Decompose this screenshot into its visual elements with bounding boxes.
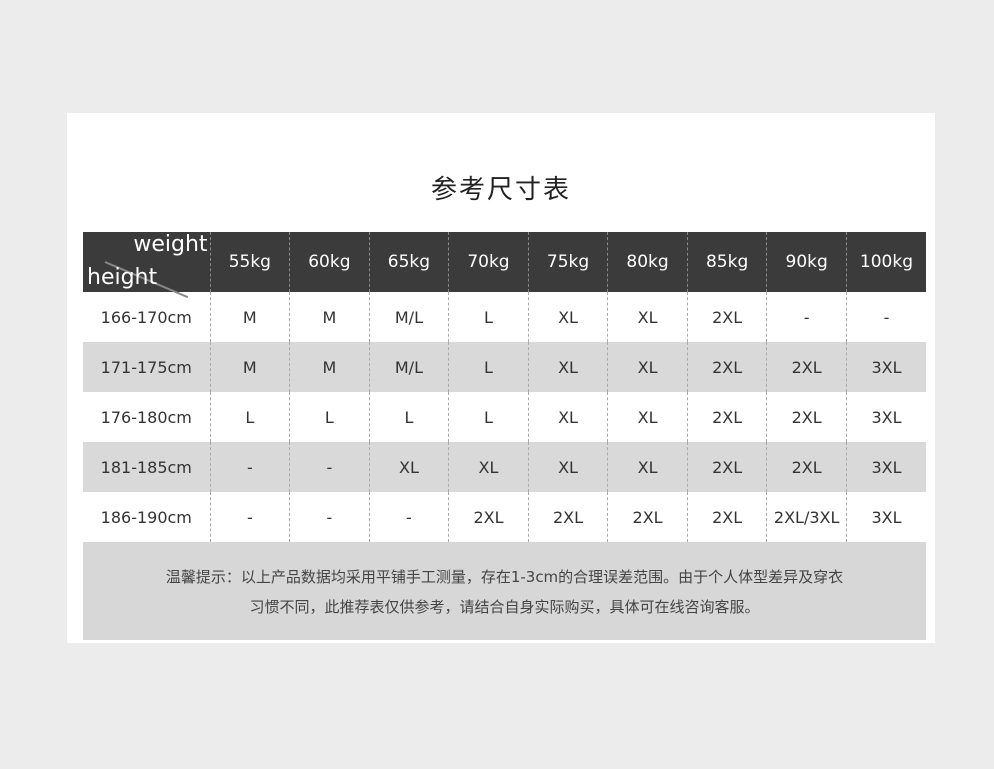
size-cell: XL <box>448 442 529 492</box>
weight-header: 100kg <box>845 232 926 292</box>
height-cell: 171-175cm <box>100 357 192 377</box>
weight-header: 55kg <box>209 232 290 292</box>
weight-header: 60kg <box>289 232 370 292</box>
size-cell: 2XL <box>686 492 767 542</box>
size-cell: 3XL <box>845 492 926 542</box>
corner-cell: weight height <box>83 232 210 299</box>
size-cell: XL <box>607 442 688 492</box>
size-cell: L <box>368 392 449 442</box>
weight-header: 90kg <box>766 232 847 292</box>
size-cell: 2XL <box>686 392 767 442</box>
weight-label: weight <box>133 232 208 257</box>
size-cell: 3XL <box>845 392 926 442</box>
size-cell: XL <box>527 342 608 392</box>
size-cell: M/L <box>368 342 449 392</box>
height-cell: 166-170cm <box>100 307 192 327</box>
size-cell: 2XL <box>686 292 767 342</box>
height-cell: 181-185cm <box>100 457 192 477</box>
size-cell: 2XL <box>766 442 847 492</box>
weight-header: 85kg <box>686 232 767 292</box>
height-cell: 176-180cm <box>100 407 192 427</box>
size-cell: 2XL <box>686 342 767 392</box>
size-cell: - <box>368 492 449 542</box>
size-cell: L <box>448 342 529 392</box>
notice-line-1: 温馨提示：以上产品数据均采用平铺手工测量，存在1-3cm的合理误差范围。由于个人… <box>165 568 844 586</box>
size-cell: L <box>448 392 529 442</box>
header-row: weight height 55kg 60kg 65kg 70kg 75kg 80kg 85… <box>83 232 926 299</box>
size-cell: 2XL <box>527 492 608 542</box>
size-cell: XL <box>527 442 608 492</box>
weight-header: 80kg <box>607 232 688 292</box>
weight-header: 70kg <box>448 232 529 292</box>
height-cell: 186-190cm <box>100 507 192 527</box>
size-cell: 2XL <box>766 342 847 392</box>
size-cell: - <box>289 492 370 542</box>
notice-line-2: 习惯不同，此推荐表仅供参考，请结合自身实际购买，具体可在线咨询客服。 <box>249 598 760 616</box>
size-cell: XL <box>368 442 449 492</box>
size-cell: 2XL/3XL <box>766 492 847 542</box>
size-cell: 3XL <box>845 342 926 392</box>
weight-header: 75kg <box>527 232 608 292</box>
size-cell: M <box>289 342 370 392</box>
height-label: height <box>87 265 158 290</box>
notice-text: 温馨提示：以上产品数据均采用平铺手工测量，存在1-3cm的合理误差范围。由于个人… <box>83 542 926 640</box>
size-cell: 3XL <box>845 442 926 492</box>
size-cell: - <box>766 292 847 342</box>
size-cell: - <box>845 292 926 342</box>
table-row: 186-190cm - - -2XL 2XL 2XL 2XL 2XL/3XL 3XL <box>83 492 926 542</box>
size-cell: XL <box>527 292 608 342</box>
size-cell: 2XL <box>448 492 529 542</box>
size-cell: - <box>209 492 290 542</box>
size-cell: 2XL <box>686 442 767 492</box>
size-cell: L <box>289 392 370 442</box>
size-cell: M <box>289 292 370 342</box>
size-cell: 2XL <box>766 392 847 442</box>
size-cell: XL <box>527 392 608 442</box>
size-cell: L <box>448 292 529 342</box>
size-cell: - <box>289 442 370 492</box>
size-cell: - <box>209 442 290 492</box>
table-row: 171-175cm M M M/L L XL XL 2XL 2XL 3XL <box>83 342 926 392</box>
size-cell: M <box>209 292 290 342</box>
chart-title: 参考尺寸表 <box>430 175 571 205</box>
weight-header: 65kg <box>368 232 449 292</box>
table-row: 176-180cm L L L L XL XL 2XL 2XL 3XL <box>83 392 926 442</box>
table-row: 181-185cm - - XL XL XL XL 2XL 2XL 3XL <box>83 442 926 492</box>
table-row: 166-170cm M M M/L L XL XL 2XL - - <box>83 292 926 342</box>
size-cell: XL <box>607 342 688 392</box>
size-cell: 2XL <box>607 492 688 542</box>
size-cell: L <box>209 392 290 442</box>
size-cell: XL <box>607 392 688 442</box>
size-cell: M <box>209 342 290 392</box>
size-cell: M/L <box>368 292 449 342</box>
size-table: weight height 55kg 60kg 65kg 70kg 75kg 80kg 85… <box>83 232 926 542</box>
size-chart-card: 参考尺寸表 weight height 55kg 60kg 65kg 70kg 75kg… <box>67 113 935 643</box>
size-cell: XL <box>607 292 688 342</box>
